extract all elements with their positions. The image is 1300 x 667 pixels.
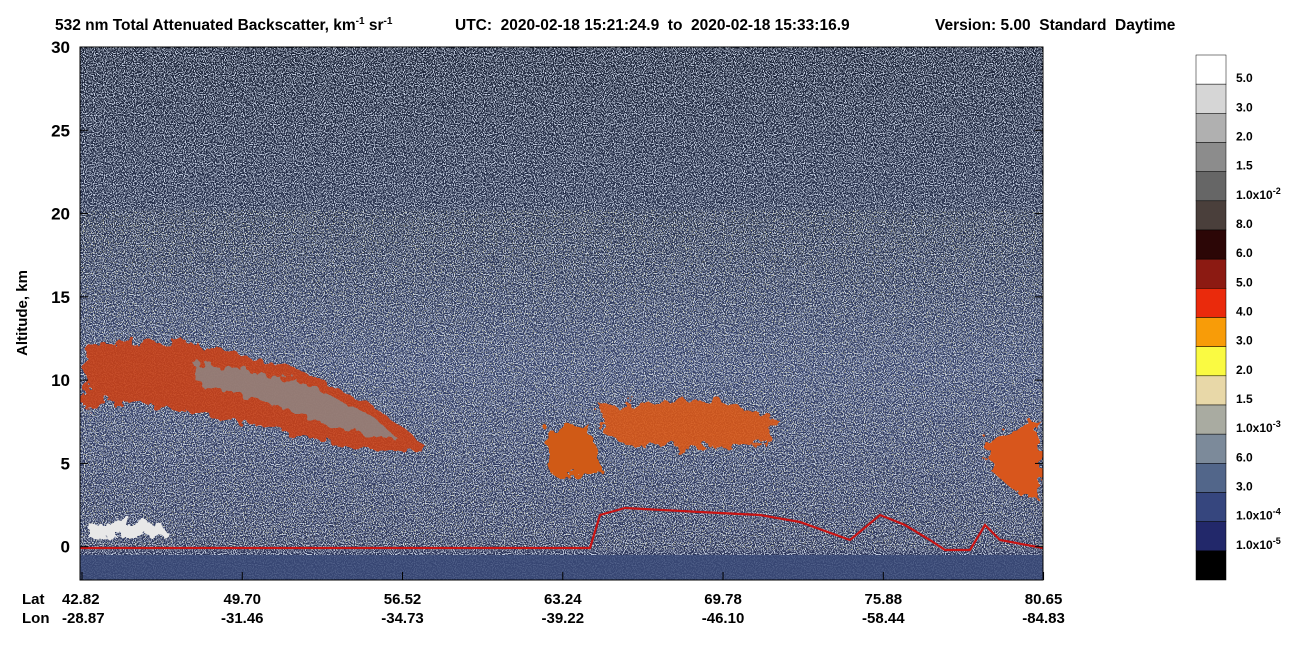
utc-range: UTC: 2020-02-18 15:21:24.9 to 2020-02-18… [455, 17, 850, 34]
colorbar: 5.0 3.0 2.0 1.5 1.0x10-2 8.0 6.0 5.0 4.0 3.0 2.0 1.… [1195, 54, 1281, 581]
lon-label: -39.22 [542, 610, 585, 627]
lat-label: 80.65 [1025, 591, 1063, 608]
lon-label: -46.10 [702, 610, 745, 627]
colorbar-swatch [1195, 521, 1227, 552]
y-tick-label: 15 [51, 288, 70, 307]
colorbar-label: 5.0 [1236, 71, 1253, 85]
colorbar-swatch [1195, 317, 1227, 347]
colorbar-label: 1.0x10-2 [1236, 186, 1281, 202]
colorbar-label: 1.0x10-4 [1236, 507, 1281, 523]
lon-label: -31.46 [221, 610, 264, 627]
colorbar-swatch [1195, 288, 1227, 318]
y-tick-label: 5 [61, 454, 70, 473]
lat-label: 49.70 [223, 591, 261, 608]
colorbar-swatch [1195, 83, 1227, 114]
colorbar-label: 4.0 [1236, 305, 1253, 319]
lat-label: 42.82 [62, 591, 100, 608]
lat-label: 56.52 [384, 591, 422, 608]
lat-label: 69.78 [704, 591, 742, 608]
colorbar-swatch [1195, 54, 1227, 85]
colorbar-swatch [1195, 113, 1227, 143]
backscatter-curtain [80, 47, 1043, 580]
colorbar-label: 6.0 [1236, 246, 1253, 260]
colorbar-swatch [1195, 375, 1227, 406]
y-tick-label: 30 [51, 38, 70, 57]
colorbar-label: 3.0 [1236, 334, 1253, 348]
lon-label: -58.44 [862, 610, 905, 627]
colorbar-label: 3.0 [1236, 100, 1253, 114]
colorbar-label: 8.0 [1236, 217, 1253, 231]
lon-label: -84.83 [1022, 610, 1065, 627]
colorbar-label: 1.5 [1236, 392, 1253, 406]
chart-title: 532 nm Total Attenuated Backscatter, km-… [55, 16, 393, 34]
colorbar-swatch [1195, 258, 1227, 289]
colorbar-label: 1.0x10-3 [1236, 419, 1281, 435]
lat-label: 75.88 [865, 591, 903, 608]
colorbar-swatch [1195, 171, 1227, 202]
lat-row-label: Lat [22, 591, 45, 608]
colorbar-swatch [1195, 346, 1227, 377]
colorbar-swatch [1195, 550, 1227, 581]
colorbar-label: 6.0 [1236, 450, 1253, 464]
y-tick-label: 25 [51, 121, 70, 140]
colorbar-swatch [1195, 404, 1227, 435]
lon-row-label: Lon [22, 610, 50, 627]
colorbar-label: 5.0 [1236, 275, 1253, 289]
colorbar-swatch [1195, 492, 1227, 522]
colorbar-swatch [1195, 200, 1227, 231]
version: Version: 5.00 Standard Daytime [935, 17, 1176, 34]
y-tick-label: 20 [51, 205, 70, 224]
y-axis-title: Altitude, km [14, 270, 31, 356]
lon-label: -34.73 [381, 610, 424, 627]
colorbar-swatch [1195, 433, 1227, 464]
colorbar-label: 2.0 [1236, 130, 1253, 144]
colorbar-label: 1.0x10-5 [1236, 536, 1281, 552]
colorbar-swatch [1195, 229, 1227, 260]
colorbar-label: 2.0 [1236, 363, 1253, 377]
colorbar-swatch [1195, 142, 1227, 172]
colorbar-label: 3.0 [1236, 480, 1253, 494]
colorbar-label: 1.5 [1236, 159, 1253, 173]
y-tick-label: 10 [51, 371, 70, 390]
lat-label: 63.24 [544, 591, 582, 608]
y-tick-label: 0 [61, 538, 70, 557]
lon-label: -28.87 [62, 610, 105, 627]
plot-frame [79, 46, 1044, 581]
colorbar-swatch [1195, 463, 1227, 493]
